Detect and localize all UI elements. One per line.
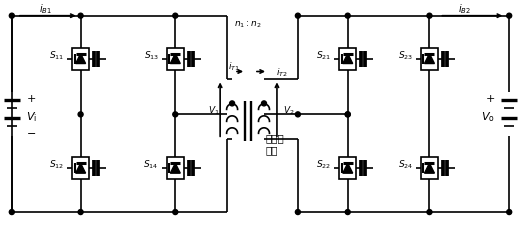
Circle shape: [345, 210, 350, 215]
Text: $V_1$: $V_1$: [208, 104, 220, 116]
Text: $+$: $+$: [26, 92, 36, 104]
Bar: [421, 48, 438, 70]
Circle shape: [261, 101, 267, 106]
Text: $n_1:n_2$: $n_1:n_2$: [234, 19, 262, 30]
Circle shape: [296, 14, 300, 19]
Bar: [72, 158, 89, 179]
Polygon shape: [343, 164, 353, 173]
Bar: [167, 158, 184, 179]
Text: $i_{B2}$: $i_{B2}$: [458, 2, 471, 16]
Circle shape: [427, 210, 432, 215]
Text: $S_{11}$: $S_{11}$: [49, 49, 64, 61]
Circle shape: [173, 14, 178, 19]
Bar: [72, 48, 89, 70]
Polygon shape: [343, 54, 353, 64]
Text: $i_{T1}$: $i_{T1}$: [228, 60, 240, 72]
Circle shape: [9, 210, 14, 215]
Circle shape: [78, 210, 83, 215]
Bar: [167, 48, 184, 70]
Polygon shape: [76, 164, 86, 173]
Text: $S_{12}$: $S_{12}$: [49, 158, 64, 171]
Text: $S_{13}$: $S_{13}$: [144, 49, 159, 61]
Bar: [421, 158, 438, 179]
Circle shape: [345, 112, 350, 117]
Text: $+$: $+$: [485, 92, 495, 104]
Text: 高频变
压器: 高频变 压器: [266, 133, 285, 154]
Bar: [339, 48, 356, 70]
Circle shape: [173, 112, 178, 117]
Circle shape: [427, 14, 432, 19]
Polygon shape: [425, 54, 434, 64]
Circle shape: [173, 210, 178, 215]
Text: $V_2$: $V_2$: [283, 104, 295, 116]
Circle shape: [507, 14, 512, 19]
Text: $i_{B1}$: $i_{B1}$: [39, 2, 52, 16]
Circle shape: [78, 112, 83, 117]
Circle shape: [345, 112, 350, 117]
Text: $S_{21}$: $S_{21}$: [316, 49, 331, 61]
Text: $S_{24}$: $S_{24}$: [397, 158, 413, 171]
Circle shape: [345, 14, 350, 19]
Text: $S_{23}$: $S_{23}$: [398, 49, 413, 61]
Polygon shape: [425, 164, 434, 173]
Polygon shape: [76, 54, 86, 64]
Text: $V_{\rm i}$: $V_{\rm i}$: [26, 110, 37, 124]
Circle shape: [9, 14, 14, 19]
Bar: [339, 158, 356, 179]
Text: $S_{22}$: $S_{22}$: [316, 158, 331, 171]
Text: $S_{14}$: $S_{14}$: [143, 158, 159, 171]
Circle shape: [507, 210, 512, 215]
Circle shape: [229, 101, 235, 106]
Text: $V_{\rm o}$: $V_{\rm o}$: [481, 110, 495, 124]
Circle shape: [296, 112, 300, 117]
Polygon shape: [170, 54, 180, 64]
Text: $i_{T2}$: $i_{T2}$: [276, 66, 288, 78]
Text: $-$: $-$: [26, 127, 36, 137]
Circle shape: [296, 210, 300, 215]
Circle shape: [78, 14, 83, 19]
Polygon shape: [170, 164, 180, 173]
